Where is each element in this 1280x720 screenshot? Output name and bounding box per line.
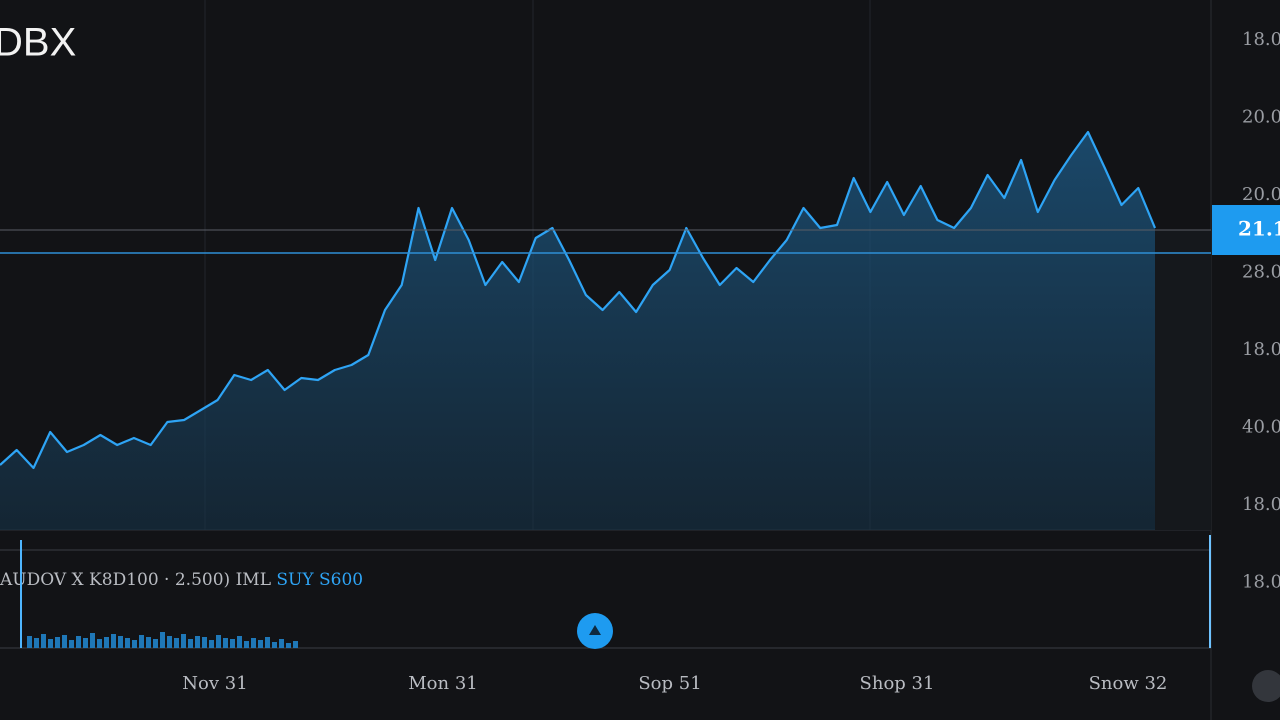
volume-bar [118,636,123,648]
price-axis-label: 18.0 [1242,339,1280,360]
price-tag [1212,205,1280,255]
price-line [0,130,1157,470]
volume-legend-value: SUY S600 [276,570,363,590]
volume-bar [76,636,81,648]
volume-bar [216,635,221,648]
volume-bar [258,640,263,648]
volume-bar [230,639,235,648]
volume-bar [153,639,158,648]
volume-bar [202,637,207,648]
x-tick-label: Snow 32 [1089,673,1168,694]
volume-bar [132,640,137,648]
volume-legend-text: AUDOV X K8D100 · 2.500) IML [0,570,271,590]
volume-bar [104,637,109,648]
volume-bar [90,633,95,648]
volume-bar [111,634,116,648]
price-axis-label: 18.0 [1242,29,1280,50]
volume-bar [251,638,256,648]
volume-bar [209,640,214,648]
volume-bar [83,638,88,648]
volume-bar [27,636,32,648]
volume-legend: AUDOV X K8D100 · 2.500) IML SUY S600 [0,570,363,590]
volume-bar [160,632,165,648]
price-area [0,132,1155,530]
ticker-title: DBX [0,21,76,65]
volume-bar [139,635,144,648]
price-axis-label: 20.0 [1242,107,1280,128]
volume-bar [48,639,53,648]
volume-bar [34,638,39,648]
volume-bar [174,638,179,648]
x-tick-label: Mon 31 [408,673,478,694]
volume-bar [167,636,172,648]
volume-bar [41,634,46,648]
volume-bar [244,641,249,648]
volume-bar [62,635,67,648]
volume-bar [279,639,284,648]
volume-bar [293,641,298,648]
x-tick-label: Shop 31 [860,673,935,694]
volume-bar [146,637,151,648]
volume-bar [286,643,291,648]
price-axis-label: 28.0 [1242,262,1280,283]
volume-bar [20,540,22,648]
volume-bar [181,634,186,648]
volume-bar [125,638,130,648]
volume-bar [97,639,102,648]
price-tag-label: 21.1 [1238,217,1280,241]
price-axis-label: 18.0 [1242,494,1280,515]
volume-bar [237,636,242,648]
x-tick-label: Sop 51 [638,673,701,694]
price-axis-label: 20.0 [1242,184,1280,205]
volume-bar [195,636,200,648]
price-axis-label: 18.0 [1242,572,1280,593]
volume-bar [55,637,60,648]
event-icon [589,625,601,635]
volume-bar [188,639,193,648]
volume-bar [272,642,277,648]
future-area [1155,230,1211,530]
settings-button[interactable] [1252,670,1280,702]
x-tick-label: Nov 31 [182,673,247,694]
plot [0,130,1157,530]
price-axis-label: 40.0 [1242,417,1280,438]
volume-bar [265,637,270,648]
volume-bar [223,638,228,648]
volume-bar [69,640,74,648]
